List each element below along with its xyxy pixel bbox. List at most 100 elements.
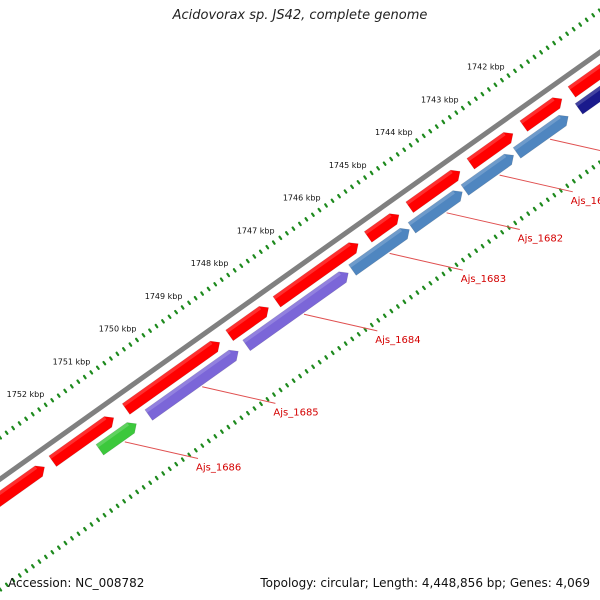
minor-tick xyxy=(285,231,289,236)
minor-tick xyxy=(519,216,524,221)
kbp-label: 1742 kbp xyxy=(467,63,505,72)
minor-tick xyxy=(350,184,354,190)
minor-tick xyxy=(415,138,420,143)
minor-tick xyxy=(584,17,589,23)
minor-tick xyxy=(43,402,48,408)
forward-gene[interactable] xyxy=(0,462,48,540)
forward-gene[interactable] xyxy=(121,337,223,415)
forward-gene[interactable] xyxy=(363,210,402,243)
gene-label[interactable]: Ajs_1682 xyxy=(518,234,563,245)
minor-tick xyxy=(0,587,3,592)
gene-ajs-1681[interactable] xyxy=(460,150,517,196)
minor-tick xyxy=(50,550,55,555)
minor-tick xyxy=(70,536,74,541)
minor-tick xyxy=(493,234,498,240)
minor-tick xyxy=(278,235,283,241)
minor-tick xyxy=(233,420,237,425)
minor-tick xyxy=(389,156,394,162)
minor-tick xyxy=(43,554,48,560)
minor-tick xyxy=(24,568,29,574)
gene-label[interactable]: Ajs_1684 xyxy=(375,335,420,346)
minor-tick xyxy=(115,351,120,357)
minor-tick xyxy=(545,45,550,50)
minor-tick xyxy=(252,406,257,411)
minor-tick xyxy=(480,243,485,249)
gene-label[interactable]: Ajs_1681 xyxy=(571,196,600,207)
forward-gene[interactable] xyxy=(272,239,362,308)
minor-tick xyxy=(591,13,596,18)
minor-tick xyxy=(285,383,289,388)
minor-tick xyxy=(506,73,511,78)
minor-tick xyxy=(428,129,433,134)
gene-leader-line xyxy=(303,313,378,332)
minor-tick xyxy=(252,254,257,259)
forward-gene[interactable] xyxy=(466,128,517,170)
gene-ajs-1683[interactable] xyxy=(348,224,414,276)
minor-tick xyxy=(56,545,61,550)
minor-tick xyxy=(376,166,380,171)
forward-gene[interactable] xyxy=(48,412,118,467)
forward-gene[interactable] xyxy=(225,302,273,342)
kbp-label: 1748 kbp xyxy=(191,259,229,268)
forward-gene[interactable] xyxy=(519,94,566,132)
kbp-label: 1745 kbp xyxy=(329,161,367,170)
minor-tick xyxy=(213,282,218,287)
minor-tick xyxy=(396,304,400,309)
minor-tick xyxy=(148,328,152,333)
minor-tick xyxy=(259,401,263,407)
gene-leader-line xyxy=(124,441,199,459)
minor-tick xyxy=(63,540,68,546)
minor-tick xyxy=(356,180,361,185)
minor-tick xyxy=(565,31,570,37)
gene-ajs-1682[interactable] xyxy=(407,187,466,234)
gene-label[interactable]: Ajs_1683 xyxy=(461,274,506,285)
gene-leader-line xyxy=(389,252,463,271)
minor-tick xyxy=(480,91,485,97)
gene-label[interactable]: Ajs_1685 xyxy=(273,407,318,418)
gene-label[interactable]: Ajs_1686 xyxy=(196,463,241,474)
gene-ajs-1684[interactable] xyxy=(242,268,352,352)
minor-tick xyxy=(89,522,94,527)
gene-ajs-1686[interactable] xyxy=(95,418,140,456)
minor-tick xyxy=(239,415,244,420)
minor-tick xyxy=(474,96,478,102)
forward-gene[interactable] xyxy=(567,41,600,98)
forward-gene[interactable] xyxy=(405,166,464,213)
minor-tick xyxy=(135,489,140,495)
reverse-gene[interactable] xyxy=(574,56,600,115)
minor-tick xyxy=(246,410,250,416)
minor-tick xyxy=(422,285,426,291)
minor-tick xyxy=(272,392,276,397)
minor-tick xyxy=(63,388,68,394)
minor-tick xyxy=(226,272,231,278)
gene-ajs-1680[interactable] xyxy=(512,111,572,159)
minor-tick xyxy=(11,577,16,583)
minor-tick xyxy=(206,286,211,292)
minor-tick xyxy=(402,147,407,152)
minor-tick xyxy=(17,573,22,578)
minor-tick xyxy=(337,193,341,199)
minor-tick xyxy=(161,319,165,324)
minor-tick xyxy=(193,448,198,453)
minor-tick xyxy=(278,387,283,393)
minor-tick xyxy=(141,333,146,338)
gene-ajs-1685[interactable] xyxy=(144,346,242,421)
kbp-label: 1751 kbp xyxy=(53,357,91,366)
minor-tick xyxy=(82,374,87,380)
minor-tick xyxy=(56,393,61,398)
minor-tick xyxy=(330,350,335,356)
minor-tick xyxy=(545,197,550,202)
minor-tick xyxy=(408,142,413,148)
minor-tick xyxy=(369,322,374,328)
minor-tick xyxy=(513,68,517,74)
minor-tick xyxy=(109,508,114,513)
minor-tick xyxy=(219,277,224,282)
minor-tick xyxy=(558,188,563,193)
minor-tick xyxy=(434,124,439,129)
minor-tick xyxy=(200,443,205,448)
minor-tick xyxy=(487,87,491,92)
minor-tick xyxy=(226,424,231,430)
gene-features xyxy=(0,41,600,540)
minor-tick xyxy=(487,239,491,244)
minor-tick xyxy=(187,300,191,306)
